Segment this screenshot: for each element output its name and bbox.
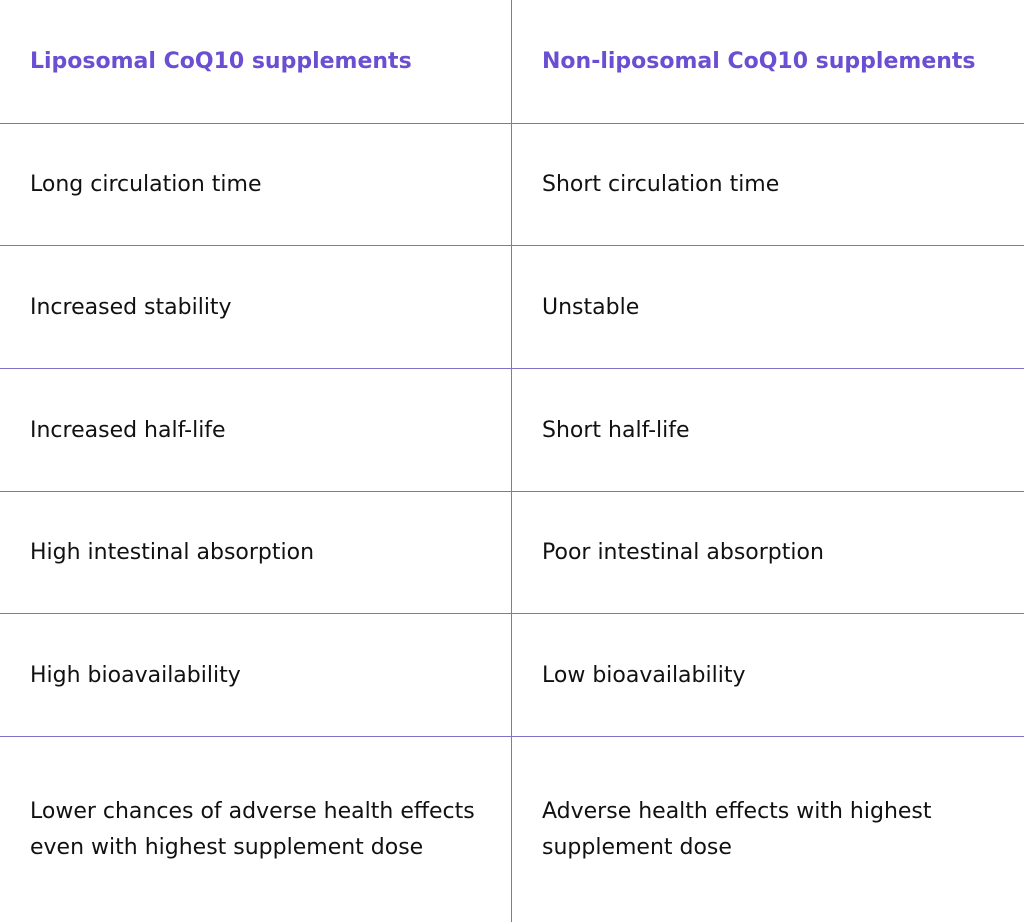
- cell-text: Increased half-life: [30, 417, 226, 443]
- cell-text: Lower chances of adverse health effects …: [30, 798, 475, 860]
- table-cell: Long circulation time: [30, 124, 490, 246]
- table-cell: Short half-life: [542, 369, 982, 492]
- header-cell: Non-liposomal CoQ10 supplements: [542, 0, 982, 124]
- cell-text: Long circulation time: [30, 172, 262, 197]
- column-divider: [511, 0, 512, 922]
- table-cell: Low bioavailability: [542, 614, 982, 737]
- cell-text: Unstable: [542, 294, 640, 320]
- table-cell: Adverse health effects with highest supp…: [542, 737, 982, 922]
- table-cell: Poor intestinal absorption: [542, 492, 982, 614]
- cell-text: Adverse health effects with highest supp…: [542, 798, 932, 860]
- header-text: Liposomal CoQ10 supplements: [30, 49, 412, 74]
- cell-text: Short circulation time: [542, 172, 780, 197]
- cell-text: Low bioavailability: [542, 662, 746, 688]
- table-cell: Increased stability: [30, 246, 490, 369]
- row-divider: [0, 613, 1024, 614]
- table-cell: High bioavailability: [30, 614, 490, 737]
- table-cell: Increased half-life: [30, 369, 490, 492]
- table-cell: High intestinal absorption: [30, 492, 490, 614]
- table-cell: Unstable: [542, 246, 982, 369]
- row-divider: [0, 491, 1024, 492]
- cell-text: Poor intestinal absorption: [542, 540, 824, 565]
- row-divider: [0, 736, 1024, 737]
- table-cell: Lower chances of adverse health effects …: [30, 737, 490, 922]
- table-cell: Short circulation time: [542, 124, 982, 246]
- cell-text: High intestinal absorption: [30, 540, 315, 565]
- row-divider: [0, 123, 1024, 124]
- row-divider: [0, 368, 1024, 369]
- cell-text: Increased stability: [30, 294, 232, 320]
- header-cell: Liposomal CoQ10 supplements: [30, 0, 490, 124]
- cell-text: High bioavailability: [30, 662, 241, 688]
- cell-text: Short half-life: [542, 417, 690, 443]
- row-divider: [0, 245, 1024, 246]
- header-text: Non-liposomal CoQ10 supplements: [542, 49, 976, 74]
